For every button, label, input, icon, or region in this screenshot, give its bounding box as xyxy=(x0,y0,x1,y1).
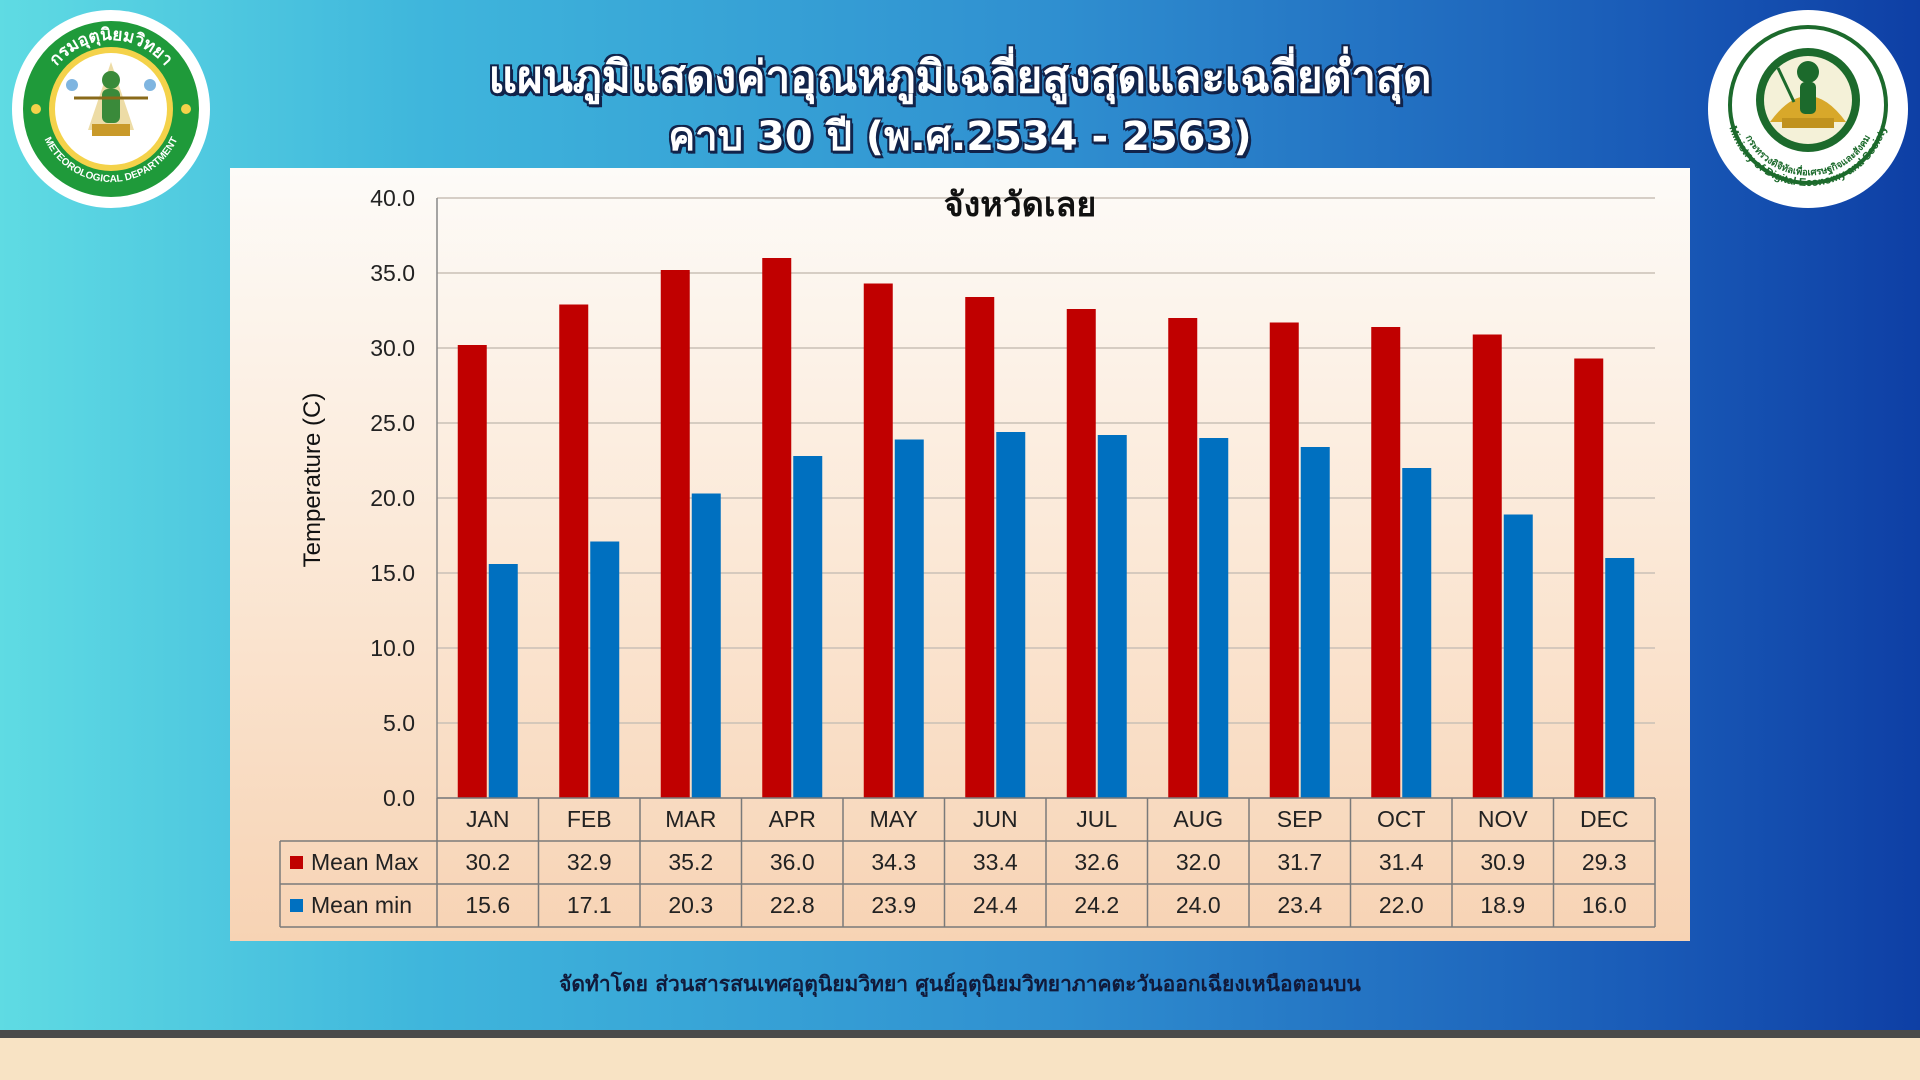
x-tick-label: OCT xyxy=(1377,806,1426,832)
bar-mean-max-mar xyxy=(660,270,690,798)
data-label: 22.0 xyxy=(1379,892,1424,918)
data-label: 18.9 xyxy=(1480,892,1525,918)
page-title: แผนภูมิแสดงค่าอุณหภูมิเฉลี่ยสูงสุดและเฉล… xyxy=(488,52,1432,103)
meteorological-department-logo: กรมอุตุนิยมวิทยา METEOROLOGICAL DEPARTME… xyxy=(12,10,210,208)
bar-mean-min-dec xyxy=(1605,558,1635,798)
data-label: 33.4 xyxy=(973,849,1018,875)
legend-label: Mean Max xyxy=(311,849,419,875)
data-label: 23.9 xyxy=(871,892,916,918)
legend-swatch xyxy=(290,899,303,912)
y-tick-label: 25.0 xyxy=(370,410,415,436)
guardian-emblem-icon xyxy=(1756,48,1860,152)
data-label: 24.0 xyxy=(1176,892,1221,918)
footer-credit: จัดทำโดย ส่วนสารสนเทศอุตุนิยมวิทยา ศูนย์… xyxy=(559,972,1361,996)
y-tick-label: 35.0 xyxy=(370,260,415,286)
bar-mean-min-oct xyxy=(1402,468,1432,798)
data-label: 32.0 xyxy=(1176,849,1221,875)
data-label: 17.1 xyxy=(567,892,612,918)
y-tick-label: 5.0 xyxy=(383,710,415,736)
data-label: 23.4 xyxy=(1277,892,1322,918)
data-label: 30.9 xyxy=(1480,849,1525,875)
chart-title: จังหวัดเลย xyxy=(944,186,1097,224)
data-label: 34.3 xyxy=(871,849,916,875)
data-label: 32.6 xyxy=(1074,849,1119,875)
data-label: 15.6 xyxy=(465,892,510,918)
x-tick-label: JUN xyxy=(973,806,1018,832)
x-tick-label: MAR xyxy=(665,806,716,832)
bar-mean-min-jun xyxy=(996,432,1026,798)
bar-mean-max-apr xyxy=(762,258,792,798)
bar-mean-max-jun xyxy=(965,297,995,798)
data-label: 36.0 xyxy=(770,849,815,875)
bar-mean-min-feb xyxy=(590,541,620,798)
data-label: 32.9 xyxy=(567,849,612,875)
chart-panel: 0.0 5.0 10.0 15.0 20.0 25.0 30.0 35.0 40.0 JAN FE… xyxy=(230,168,1690,941)
bar-mean-min-apr xyxy=(793,456,823,798)
bar-mean-min-jan xyxy=(488,564,518,798)
bar-mean-max-sep xyxy=(1269,322,1299,798)
y-tick-label: 15.0 xyxy=(370,560,415,586)
data-label: 24.2 xyxy=(1074,892,1119,918)
data-label: 35.2 xyxy=(668,849,713,875)
bar-mean-max-dec xyxy=(1574,358,1604,798)
bar-mean-min-may xyxy=(894,439,924,798)
footer-divider xyxy=(0,1030,1920,1038)
bar-mean-max-oct xyxy=(1371,327,1401,798)
bar-mean-min-aug xyxy=(1199,438,1229,798)
data-label: 31.4 xyxy=(1379,849,1424,875)
bar-mean-max-nov xyxy=(1472,334,1502,798)
bar-mean-max-jan xyxy=(457,345,487,798)
bar-mean-max-feb xyxy=(559,304,589,798)
footer-band xyxy=(0,1038,1920,1080)
data-label: 20.3 xyxy=(668,892,713,918)
y-tick-label: 20.0 xyxy=(370,485,415,511)
bar-mean-max-aug xyxy=(1168,318,1198,798)
x-tick-label: FEB xyxy=(567,806,612,832)
x-tick-label: SEP xyxy=(1277,806,1323,832)
x-tick-label: JUL xyxy=(1076,806,1117,832)
ministry-digital-economy-logo: กระทรวงดิจิทัลเพื่อเศรษฐกิจและสังคม Mini… xyxy=(1708,10,1908,208)
y-tick-label: 0.0 xyxy=(383,785,415,811)
x-tick-label: MAY xyxy=(870,806,918,832)
x-tick-label: DEC xyxy=(1580,806,1629,832)
data-label: 24.4 xyxy=(973,892,1018,918)
bar-mean-max-jul xyxy=(1066,309,1096,798)
bar-mean-min-mar xyxy=(691,493,721,798)
data-label: 29.3 xyxy=(1582,849,1627,875)
data-label: 30.2 xyxy=(465,849,510,875)
page-subtitle: คาบ 30 ปี (พ.ศ.2534 - 2563) xyxy=(668,114,1252,160)
y-tick-label: 10.0 xyxy=(370,635,415,661)
y-tick-label: 40.0 xyxy=(370,185,415,211)
x-tick-label: NOV xyxy=(1478,806,1529,832)
bar-mean-min-nov xyxy=(1503,514,1533,798)
data-label: 31.7 xyxy=(1277,849,1322,875)
y-tick-label: 30.0 xyxy=(370,335,415,361)
x-tick-label: APR xyxy=(769,806,816,832)
temperature-bar-chart: 0.0 5.0 10.0 15.0 20.0 25.0 30.0 35.0 40.0 JAN FE… xyxy=(279,185,1656,928)
legend-swatch xyxy=(290,856,303,869)
bar-mean-min-jul xyxy=(1097,435,1127,798)
x-tick-label: JAN xyxy=(466,806,509,832)
bar-mean-max-may xyxy=(863,283,893,798)
x-tick-label: AUG xyxy=(1173,806,1223,832)
deity-emblem-icon xyxy=(66,62,156,136)
data-label: 16.0 xyxy=(1582,892,1627,918)
bar-mean-min-sep xyxy=(1300,447,1330,798)
legend-label: Mean min xyxy=(311,892,412,918)
data-label: 22.8 xyxy=(770,892,815,918)
y-axis-label: Temperature (C) xyxy=(299,393,326,568)
